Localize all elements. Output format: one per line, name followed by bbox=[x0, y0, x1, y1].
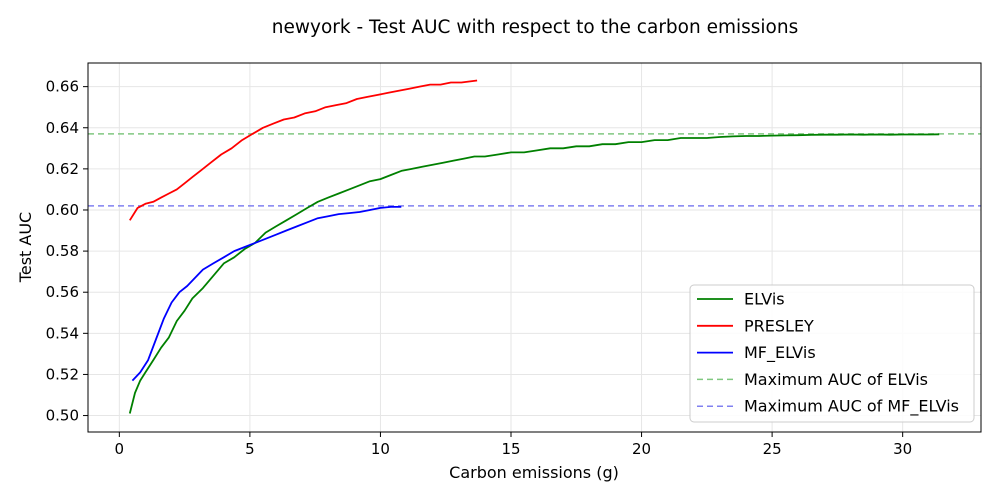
presley-line bbox=[129, 79, 478, 221]
legend-label-maximum-auc-of-elvis: Maximum AUC of ELVis bbox=[744, 370, 928, 389]
y-tick-label: 0.62 bbox=[46, 160, 79, 178]
legend-box bbox=[689, 284, 975, 423]
y-tick-label: 0.56 bbox=[46, 283, 79, 301]
x-tick-label: 5 bbox=[245, 440, 255, 458]
legend-label-mf-elvis: MF_ELVis bbox=[744, 343, 816, 363]
x-tick-label: 30 bbox=[893, 440, 912, 458]
series-lines bbox=[128, 79, 940, 414]
y-tick-label: 0.54 bbox=[46, 324, 79, 342]
y-axis-label: Test AUC bbox=[16, 212, 35, 283]
mf-elvis-line bbox=[131, 205, 402, 382]
y-tick-label: 0.52 bbox=[46, 365, 79, 383]
legend-label-maximum-auc-of-mf-elvis: Maximum AUC of MF_ELVis bbox=[744, 397, 959, 417]
y-tick-label: 0.64 bbox=[46, 119, 79, 137]
chart-title: newyork - Test AUC with respect to the c… bbox=[272, 17, 798, 38]
x-tick-label: 20 bbox=[632, 440, 651, 458]
y-tick-label: 0.60 bbox=[46, 201, 79, 219]
x-tick-label: 25 bbox=[763, 440, 782, 458]
x-axis-label: Carbon emissions (g) bbox=[449, 463, 619, 482]
x-tick-label: 15 bbox=[501, 440, 520, 458]
elvis-line bbox=[128, 133, 940, 414]
y-tick-label: 0.58 bbox=[46, 242, 79, 260]
y-tick-label: 0.50 bbox=[46, 407, 79, 425]
x-tick-label: 0 bbox=[115, 440, 125, 458]
y-tick-label: 0.66 bbox=[46, 78, 79, 96]
plot-frame bbox=[87, 62, 982, 433]
x-tick-label: 10 bbox=[371, 440, 390, 458]
y-axis-ticks: 0.50 0.52 0.54 0.56 0.58 0.60 0.62 0.64 0.66 bbox=[46, 78, 88, 425]
x-axis-ticks: 0 5 10 15 20 25 30 bbox=[115, 432, 912, 458]
legend-label-presley: PRESLEY bbox=[744, 316, 814, 335]
legend: ELVis PRESLEY MF_ELVis Maximum AUC of ELVis… bbox=[689, 284, 975, 423]
legend-label-elvis: ELVis bbox=[744, 290, 785, 309]
